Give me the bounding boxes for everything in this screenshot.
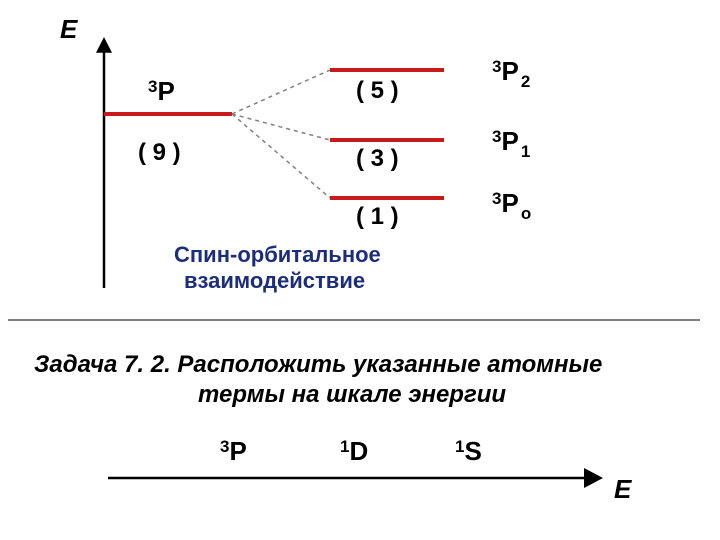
split-level-degeneracy-1: ( 3 )	[356, 145, 399, 172]
split-level-degeneracy-2: ( 1 )	[356, 203, 399, 230]
task-line-1: Задача 7. 2. Расположить указанные атомн…	[34, 351, 602, 378]
split-level-degeneracy-0: ( 5 )	[356, 77, 399, 104]
task-energy-axis-label: E	[614, 474, 632, 504]
caption-line-1: Спин-орбитальное	[174, 242, 381, 267]
energy-axis-label: E	[60, 14, 78, 44]
source-level-degeneracy: ( 9 )	[138, 139, 181, 166]
task-line-2: термы на шкале энергии	[198, 381, 506, 408]
caption-line-2: взаимодействие	[184, 268, 365, 293]
